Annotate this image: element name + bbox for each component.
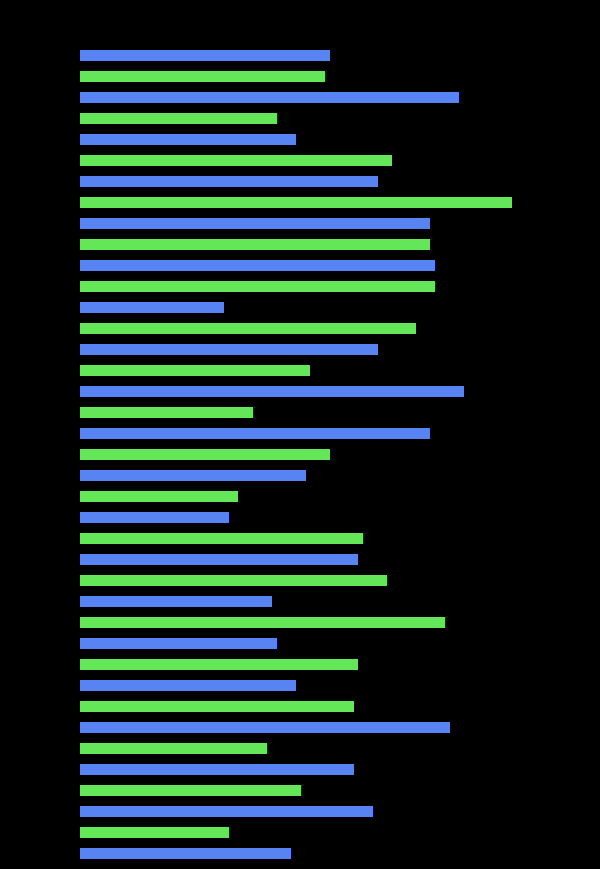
bar-0 [80, 50, 330, 61]
bar-12 [80, 302, 224, 313]
bar-9 [80, 239, 430, 250]
bar-25 [80, 575, 387, 586]
bar-19 [80, 449, 330, 460]
bar-8 [80, 218, 430, 229]
bar-2 [80, 92, 459, 103]
bar-38 [80, 848, 291, 859]
bar-6 [80, 176, 378, 187]
bar-35 [80, 785, 301, 796]
bar-26 [80, 596, 272, 607]
bar-7 [80, 197, 512, 208]
bar-29 [80, 659, 358, 670]
bar-13 [80, 323, 416, 334]
bar-11 [80, 281, 435, 292]
bar-33 [80, 743, 267, 754]
bar-4 [80, 134, 296, 145]
bar-5 [80, 155, 392, 166]
bar-37 [80, 827, 229, 838]
bar-22 [80, 512, 229, 523]
bar-31 [80, 701, 354, 712]
bar-23 [80, 533, 363, 544]
bar-34 [80, 764, 354, 775]
bar-17 [80, 407, 253, 418]
bar-27 [80, 617, 445, 628]
bar-10 [80, 260, 435, 271]
bar-30 [80, 680, 296, 691]
bar-16 [80, 386, 464, 397]
bar-20 [80, 470, 306, 481]
bar-3 [80, 113, 277, 124]
bar-36 [80, 806, 373, 817]
bar-14 [80, 344, 378, 355]
bar-28 [80, 638, 277, 649]
bar-24 [80, 554, 358, 565]
bar-1 [80, 71, 325, 82]
bar-21 [80, 491, 238, 502]
bar-15 [80, 365, 310, 376]
bar-32 [80, 722, 450, 733]
horizontal-bar-chart [80, 50, 560, 869]
bar-18 [80, 428, 430, 439]
